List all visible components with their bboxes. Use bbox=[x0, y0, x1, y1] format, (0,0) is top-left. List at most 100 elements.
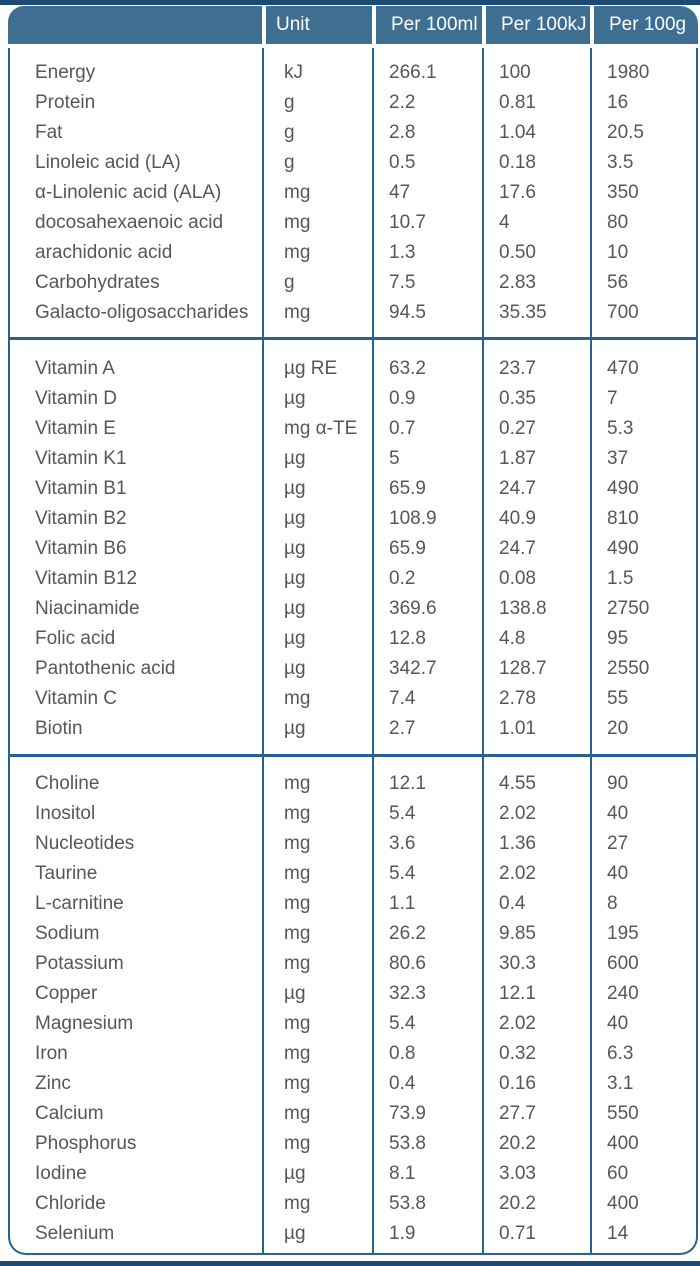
nutrient-unit: µg RE bbox=[284, 358, 338, 379]
nutrient-value: 40.9 bbox=[499, 508, 536, 529]
nutrient-unit: g bbox=[284, 272, 295, 293]
nutrient-value: 40 bbox=[607, 863, 629, 884]
nutrient-value: 0.4 bbox=[389, 1073, 416, 1094]
nutrient-value: 24.7 bbox=[499, 478, 536, 499]
nutrient-unit: µg bbox=[284, 718, 306, 739]
nutrient-value: 32.3 bbox=[389, 983, 426, 1004]
nutrient-unit: µg bbox=[284, 508, 306, 529]
nutrient-value: 24.7 bbox=[499, 538, 536, 559]
nutrient-label: Iron bbox=[35, 1043, 68, 1064]
nutrient-value: 94.5 bbox=[389, 302, 426, 323]
nutrient-value: 30.3 bbox=[499, 953, 536, 974]
nutrient-value: 20 bbox=[607, 718, 629, 739]
nutrient-value: 0.81 bbox=[499, 92, 536, 113]
nutrient-value: 0.18 bbox=[499, 152, 536, 173]
nutrient-label: Chloride bbox=[35, 1193, 106, 1214]
nutrient-value: 810 bbox=[607, 508, 639, 529]
nutrient-label: Linoleic acid (LA) bbox=[35, 152, 181, 173]
bottom-accent-bar bbox=[0, 1261, 700, 1266]
nutrient-unit: µg bbox=[284, 388, 306, 409]
section-vitamins: Vitamin A Vitamin D Vitamin E Vitamin K1 Vit… bbox=[10, 337, 696, 754]
nutrient-unit: mg bbox=[284, 302, 311, 323]
per-100ml-column: 12.1 5.4 3.6 5.4 1.1 26.2 80.6 32.3 5.4 0.8 0.4 73.… bbox=[372, 757, 482, 1253]
nutrient-unit: mg bbox=[284, 182, 311, 203]
nutrient-value: 2550 bbox=[607, 658, 650, 679]
nutrient-value: 26.2 bbox=[389, 923, 426, 944]
nutrient-value: 20.2 bbox=[499, 1193, 536, 1214]
nutrient-unit: µg bbox=[284, 1223, 306, 1244]
nutrient-value: 80 bbox=[607, 212, 629, 233]
nutrient-label: Copper bbox=[35, 983, 98, 1004]
nutrient-unit: mg bbox=[284, 863, 311, 884]
nutrient-label: Sodium bbox=[35, 923, 100, 944]
nutrient-value: 0.4 bbox=[499, 893, 526, 914]
nutrient-label: Fat bbox=[35, 122, 63, 143]
nutrient-value: 95 bbox=[607, 628, 629, 649]
nutrient-value: 9.85 bbox=[499, 923, 536, 944]
nutrient-value: 12.1 bbox=[499, 983, 536, 1004]
nutrient-value: 40 bbox=[607, 1013, 629, 1034]
nutrient-label: Biotin bbox=[35, 718, 83, 739]
nutrient-label: Inositol bbox=[35, 803, 96, 824]
per-100kj-column: 100 0.81 1.04 0.18 17.6 4 0.50 2.83 35.35 bbox=[482, 48, 590, 337]
nutrient-value: 5.4 bbox=[389, 863, 416, 884]
nutrient-value: 2.2 bbox=[389, 92, 416, 113]
section-minerals-and-others: Choline Inositol Nucleotides Taurine L-carni… bbox=[10, 754, 696, 1253]
nutrient-value: 90 bbox=[607, 773, 629, 794]
nutrient-value: 108.9 bbox=[389, 508, 437, 529]
nutrient-unit: g bbox=[284, 122, 295, 143]
nutrient-label: Protein bbox=[35, 92, 96, 113]
nutrient-value: 0.71 bbox=[499, 1223, 536, 1244]
nutrient-value: 7 bbox=[607, 388, 618, 409]
nutrient-unit: mg bbox=[284, 212, 311, 233]
nutrient-unit: µg bbox=[284, 538, 306, 559]
nutrient-value: 23.7 bbox=[499, 358, 536, 379]
nutrient-value: 1.04 bbox=[499, 122, 536, 143]
nutrient-label: Calcium bbox=[35, 1103, 104, 1124]
nutrient-label: Zinc bbox=[35, 1073, 71, 1094]
nutrient-value: 138.8 bbox=[499, 598, 547, 619]
nutrient-value: 2.7 bbox=[389, 718, 416, 739]
nutrient-value: 14 bbox=[607, 1223, 629, 1244]
nutrient-value: 27 bbox=[607, 833, 629, 854]
nutrient-value: 1.9 bbox=[389, 1223, 416, 1244]
nutrient-unit: mg bbox=[284, 1073, 311, 1094]
nutrient-value: 80.6 bbox=[389, 953, 426, 974]
nutrient-unit: mg bbox=[284, 923, 311, 944]
nutrient-unit: mg bbox=[284, 1193, 311, 1214]
nutrient-value: 1.01 bbox=[499, 718, 536, 739]
nutrient-unit: µg bbox=[284, 658, 306, 679]
unit-column: mg mg mg mg mg mg mg µg mg mg mg mg mg µg mg µg bbox=[262, 757, 372, 1253]
nutrient-label: Vitamin C bbox=[35, 688, 118, 709]
nutrient-value: 60 bbox=[607, 1163, 629, 1184]
nutrient-label: Carbohydrates bbox=[35, 272, 160, 293]
nutrient-value: 0.8 bbox=[389, 1043, 416, 1064]
nutrient-value: 0.35 bbox=[499, 388, 536, 409]
nutrient-value: 20.2 bbox=[499, 1133, 536, 1154]
nutrient-value: 2.83 bbox=[499, 272, 536, 293]
nutrient-value: 700 bbox=[607, 302, 639, 323]
nutrient-value: 55 bbox=[607, 688, 629, 709]
nutrient-label: Vitamin A bbox=[35, 358, 115, 379]
nutrient-unit: mg bbox=[284, 773, 311, 794]
nutrient-value: 1.87 bbox=[499, 448, 536, 469]
nutrient-value: 4.8 bbox=[499, 628, 526, 649]
nutrient-value: 3.5 bbox=[607, 152, 634, 173]
nutrient-unit: µg bbox=[284, 598, 306, 619]
nutrient-unit: µg bbox=[284, 983, 306, 1004]
nutrient-value: 3.6 bbox=[389, 833, 416, 854]
nutrient-label: L-carnitine bbox=[35, 893, 124, 914]
nutrient-value: 0.27 bbox=[499, 418, 536, 439]
nutrient-name-column: Energy Protein Fat Linoleic acid (LA) α-Lino… bbox=[10, 48, 262, 337]
nutrient-value: 2750 bbox=[607, 598, 650, 619]
nutrient-value: 369.6 bbox=[389, 598, 437, 619]
nutrient-value: 53.8 bbox=[389, 1193, 426, 1214]
nutrient-unit: µg bbox=[284, 568, 306, 589]
header-cell-per-100ml: Per 100ml bbox=[372, 6, 482, 44]
nutrient-value: 5.4 bbox=[389, 803, 416, 824]
nutrient-value: 0.5 bbox=[389, 152, 416, 173]
nutrient-value: 40 bbox=[607, 803, 629, 824]
nutrient-value: 6.3 bbox=[607, 1043, 634, 1064]
per-100kj-column: 23.7 0.35 0.27 1.87 24.7 40.9 24.7 0.08 138.8 4.8… bbox=[482, 340, 590, 754]
nutrient-unit: mg bbox=[284, 893, 311, 914]
